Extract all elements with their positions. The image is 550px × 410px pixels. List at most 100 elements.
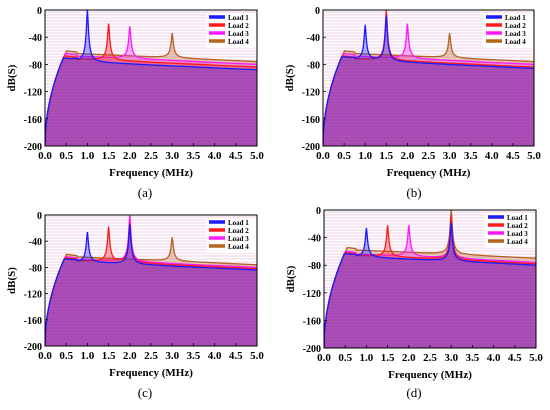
y-tick-label: -40 [308,234,321,245]
x-tick-label: 0.5 [59,150,73,162]
x-tick-label: 2.5 [144,150,158,162]
series-group [323,10,534,146]
x-tick-label: 4.0 [208,150,222,162]
x-tick-label: 2.0 [123,150,137,162]
y-tick-label: -40 [307,33,320,44]
legend-label-4: Load 4 [228,38,249,46]
x-tick-label: 1.0 [81,150,95,162]
series-fill-2 [323,10,534,146]
legend-label-1: Load 1 [228,14,249,22]
x-tick-label: 0.5 [338,352,352,364]
series-line-4 [323,33,534,146]
x-tick-label: 5.0 [527,150,541,162]
legend-label-3: Load 3 [505,30,526,38]
y-tick-label: -200 [24,342,42,353]
y-tick-label: -120 [24,290,42,301]
y-tick-label: -160 [24,316,42,327]
x-tick-label: 1.0 [358,150,372,162]
x-tick-label: 3.5 [187,350,201,362]
x-tick-label: 2.0 [123,350,137,362]
series-line-1 [323,15,534,146]
y-tick-label: -200 [303,344,321,355]
x-tick-label: 4.5 [229,350,243,362]
x-tick-label: 1.0 [360,352,374,364]
series-fill-1 [45,224,257,346]
y-tick-label: 0 [37,6,42,17]
x-tick-label: 0.0 [317,352,331,364]
x-tick-label: 5.0 [250,150,264,162]
legend-label-2: Load 2 [507,222,528,230]
x-tick-label: 2.5 [423,352,437,364]
series-fill-2 [45,222,257,346]
x-axis-title: Frequency (MHz) [109,367,193,379]
panel-label: (b) [406,185,421,200]
panel-label: (d) [406,385,421,400]
series-hatch-4 [45,216,257,344]
series-line-3 [323,23,534,146]
x-tick-label: 4.5 [229,150,243,162]
legend-label-3: Load 3 [507,230,528,238]
y-tick-label: -120 [302,88,320,99]
legend-label-3: Load 3 [228,235,249,243]
series-fill-2 [324,215,536,348]
x-tick-label: 3.5 [187,150,201,162]
x-tick-label: 1.5 [381,352,395,364]
legend-label-1: Load 1 [505,14,526,22]
legend-label-3: Load 3 [228,30,249,38]
y-tick-label: -120 [303,289,321,300]
y-tick-label: 0 [37,211,42,222]
x-tick-label: 4.0 [208,350,222,362]
legend-label-2: Load 2 [228,22,249,30]
y-tick-label: -80 [29,263,42,274]
series-group [45,215,257,346]
series-line-2 [45,23,257,146]
x-tick-label: 3.0 [165,150,179,162]
x-tick-label: 4.0 [485,150,499,162]
series-line-3 [45,26,257,146]
y-axis-title: dB(S) [6,267,18,294]
x-tick-label: 2.0 [402,352,416,364]
x-tick-label: 1.5 [379,150,393,162]
x-tick-label: 3.5 [466,352,480,364]
x-tick-label: 5.0 [250,350,264,362]
series-fill-1 [323,15,534,146]
y-tick-label: 0 [315,6,320,17]
y-tick-label: -80 [308,261,321,272]
legend-label-4: Load 4 [228,243,249,251]
x-tick-label: 2.5 [422,150,436,162]
x-tick-label: 2.0 [401,150,415,162]
x-tick-label: 0.0 [38,150,52,162]
x-tick-label: 4.0 [487,352,501,364]
y-tick-label: -200 [302,142,320,153]
series-line-1 [324,222,536,348]
x-tick-label: 5.0 [529,352,543,364]
y-tick-label: -80 [29,60,42,71]
x-tick-label: 3.0 [165,350,179,362]
series-fill-3 [324,219,536,348]
y-tick-label: -160 [303,316,321,327]
series-hatch-3 [323,11,534,145]
chart-panel-1: 0.0 0.5 1.0 1.5 2.0 2.5 3.0 3.5 4.0 4.5 5.0 0 -40 -80… [6,6,264,200]
x-tick-label: 0.5 [59,350,73,362]
series-fill-1 [45,10,257,146]
series-fill-3 [45,26,257,146]
series-fill-4 [324,210,536,348]
series-fill-3 [45,215,257,346]
series-line-4 [45,33,257,146]
x-tick-label: 0.0 [316,150,330,162]
series-fill-3 [323,23,534,146]
legend-label-4: Load 4 [505,38,526,46]
x-axis-title: Frequency (MHz) [388,369,472,381]
y-tick-label: 0 [316,206,321,217]
y-axis-title: dB(S) [285,265,297,292]
y-tick-label: -40 [29,33,42,44]
y-axis-title: dB(S) [284,64,296,91]
x-tick-label: 1.0 [81,350,95,362]
x-tick-label: 1.5 [102,350,116,362]
y-tick-label: -80 [307,60,320,71]
chart-panel-3: 0.0 0.5 1.0 1.5 2.0 2.5 3.0 3.5 4.0 4.5 5.0 0 -40 -80… [6,211,264,400]
